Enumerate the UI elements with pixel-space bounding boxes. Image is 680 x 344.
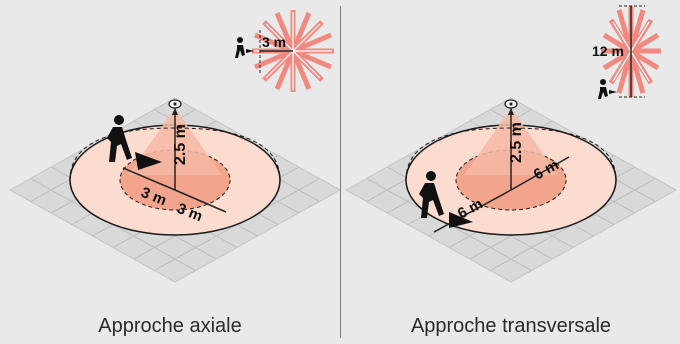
dome-outline xyxy=(69,127,281,181)
range-inset: 12 m xyxy=(592,5,661,99)
sensor-icon xyxy=(504,99,518,109)
walking-person-icon xyxy=(107,115,132,162)
radius-line-a xyxy=(122,167,176,191)
radius-line-a xyxy=(510,156,570,191)
walking-person-icon xyxy=(419,171,444,218)
axial-diagram: 2.5 m 3 m 3 m xyxy=(8,10,342,283)
transversal-diagram: 2.5 m 6 m 6 m xyxy=(344,5,678,283)
radius-line-b xyxy=(433,189,512,233)
inset-range-label: 3 m xyxy=(262,34,286,50)
approach-arrow-icon xyxy=(135,152,162,170)
caption-axial: Approche axiale xyxy=(98,315,242,337)
panel-divider xyxy=(340,6,341,338)
approach-arrow-icon xyxy=(449,212,473,228)
range-inset: 3 m xyxy=(235,10,334,92)
panel-axial: 2.5 m 3 m 3 m xyxy=(8,10,342,337)
radius-line-b xyxy=(174,189,227,213)
sensor-icon xyxy=(168,99,182,109)
height-label: 2.5 m xyxy=(172,124,189,165)
dome-outline xyxy=(405,127,617,181)
panel-transversal: 2.5 m 6 m 6 m xyxy=(341,0,680,344)
inset-range-label: 12 m xyxy=(592,43,624,59)
caption-transversal: Approche transversale xyxy=(410,315,612,337)
height-label: 2.5 m xyxy=(508,122,525,163)
